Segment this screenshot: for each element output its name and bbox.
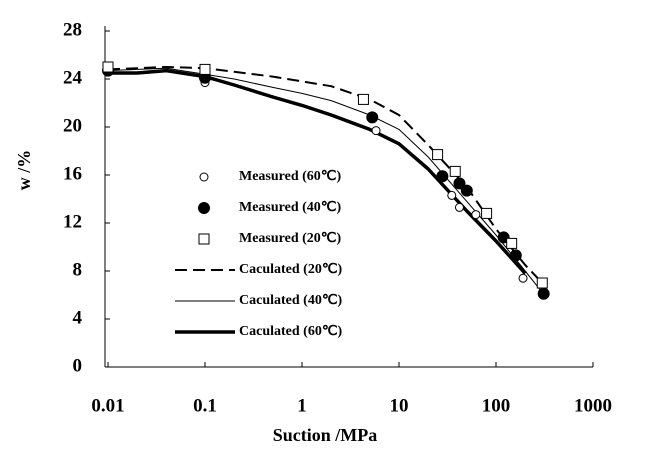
data-point	[371, 126, 381, 136]
data-point	[453, 177, 466, 190]
y-tick-label: 16	[63, 163, 82, 184]
data-point	[537, 287, 550, 300]
y-tick-label: 28	[63, 19, 82, 40]
data-point	[509, 249, 522, 262]
x-tick-label: 100	[482, 395, 511, 416]
data-point	[506, 237, 518, 249]
data-point	[366, 111, 379, 124]
legend-label: Caculated (20℃)	[239, 262, 343, 277]
legend-label: Measured (40℃)	[239, 200, 342, 215]
legend-marker	[198, 202, 210, 214]
data-point	[536, 277, 548, 289]
series-line	[107, 67, 543, 293]
y-tick-label: 4	[73, 307, 83, 328]
x-tick-label: 1000	[574, 395, 612, 416]
legend-marker	[198, 233, 210, 245]
x-tick-label: 0.01	[91, 395, 124, 416]
series-line	[107, 66, 544, 284]
y-tick-label: 0	[73, 355, 83, 376]
data-point	[481, 207, 493, 219]
legend-label: Caculated (60℃)	[239, 324, 343, 339]
legend-label: Measured (20℃)	[239, 231, 342, 246]
y-tick-label: 12	[63, 211, 82, 232]
y-axis-label: w /%	[14, 150, 34, 191]
y-tick-label: 8	[73, 259, 83, 280]
x-tick-label: 0.1	[193, 395, 217, 416]
data-point	[447, 190, 457, 200]
y-tick-label: 24	[63, 67, 83, 88]
y-tick-label: 20	[63, 115, 82, 136]
data-point	[199, 63, 211, 75]
data-point	[454, 202, 464, 212]
data-point	[449, 165, 461, 177]
x-axis-label: Suction /MPa	[273, 425, 378, 445]
legend-label: Measured (60℃)	[239, 169, 342, 184]
data-point	[460, 184, 473, 197]
data-point	[471, 210, 481, 220]
data-point	[436, 170, 449, 183]
x-tick-label: 1	[297, 395, 307, 416]
data-point	[432, 149, 444, 161]
x-tick-label: 10	[390, 395, 409, 416]
legend-label: Caculated (40℃)	[239, 293, 343, 308]
data-point	[357, 93, 369, 105]
data-point	[518, 273, 528, 283]
legend-marker	[199, 172, 209, 182]
data-point	[102, 61, 114, 73]
